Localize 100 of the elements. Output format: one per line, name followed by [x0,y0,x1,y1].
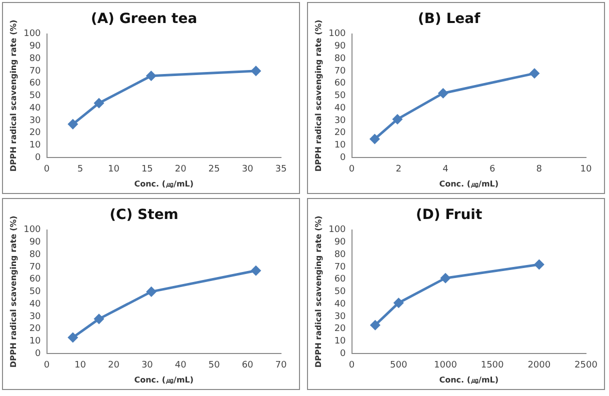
y-tick-label: 70 [29,66,42,76]
y-tick-label: 100 [24,225,42,236]
y-tick-label: 70 [334,262,346,272]
x-tick-label: 1500 [480,360,504,370]
y-tick-label: 10 [29,336,42,347]
y-tick-label: 20 [334,128,346,138]
y-tick-label: 30 [29,312,42,322]
y-tick-label: 50 [29,287,42,298]
x-tick-label: 5 [77,164,84,174]
y-tick-label: 30 [29,116,42,126]
y-tick-label: 60 [334,274,346,285]
y-tick-label: 80 [29,54,42,64]
y-tick-label: 10 [334,140,346,151]
x-tick-label: 4 [442,164,449,174]
y-tick-label: 90 [334,238,346,248]
point [440,273,450,283]
y-tick-label: 60 [334,78,346,89]
x-tick-label: 20 [174,164,187,174]
point [370,320,380,330]
x-tick-label: 25 [208,164,220,174]
y-tick-label: 70 [334,66,346,76]
x-tick-label: 2500 [574,360,598,370]
x-tick-label: 0 [44,164,50,174]
y-tick-label: 0 [35,152,42,163]
y-tick-label: 90 [29,42,42,52]
chart-title: (A) Green tea [90,11,198,28]
point [94,314,104,324]
y-tick-label: 30 [334,312,346,322]
y-tick-label: 20 [334,324,346,334]
x-tick-label: 20 [108,360,120,370]
y-tick-label: 50 [334,91,346,102]
y-tick-label: 80 [29,250,42,260]
point [370,134,380,144]
chart-title: (D) Fruit [416,207,482,224]
chart-title: (C) Stem [110,207,178,224]
y-axis-title: DPPH radical scavenging rate (%) [8,216,18,368]
point [146,71,156,81]
point [392,114,402,124]
y-tick-label: 0 [35,348,42,359]
y-axis-title: DPPH radical scavenging rate (%) [314,20,323,172]
x-tick-label: 70 [275,360,287,370]
x-tick-label: 10 [74,360,86,370]
y-axis-title: DPPH radical scavenging rate (%) [8,20,18,172]
x-tick-label: 500 [390,360,408,370]
point [438,88,448,98]
chart-title: (B) Leaf [418,11,482,28]
y-tick-label: 80 [334,250,346,260]
point [530,68,540,78]
y-tick-label: 40 [334,299,346,310]
x-tick-label: 30 [242,164,254,174]
x-tick-label: 50 [208,360,220,370]
y-tick-label: 30 [334,116,346,126]
x-tick-label: 30 [141,360,154,370]
x-axis-title: Conc. (㎍/mL) [134,375,194,384]
y-tick-label: 60 [29,78,42,89]
y-tick-label: 60 [29,274,42,285]
x-tick-label: 60 [242,360,254,370]
x-tick-label: 0 [348,164,355,174]
x-tick-label: 8 [536,164,542,174]
point [251,266,261,276]
x-tick-label: 15 [141,164,153,174]
y-tick-label: 40 [29,299,42,310]
y-tick-label: 0 [340,152,346,163]
y-tick-label: 70 [29,262,42,272]
x-tick-label: 40 [174,360,187,370]
y-tick-label: 20 [29,324,42,334]
x-axis-title: Conc. (㎍/mL) [439,375,499,384]
x-tick-label: 10 [108,164,120,174]
point [94,98,104,108]
point [394,298,404,308]
y-tick-label: 50 [334,287,346,298]
y-tick-label: 0 [340,348,346,359]
x-axis-title: Conc. (㎍/mL) [439,179,499,188]
x-tick-label: 2000 [528,360,551,370]
point [534,260,544,270]
x-axis-title: Conc. (㎍/mL) [134,179,194,188]
x-tick-label: 0 [348,360,355,370]
point [146,286,156,296]
y-tick-label: 100 [328,29,346,40]
y-tick-label: 40 [29,103,42,114]
x-tick-label: 2 [396,164,402,174]
y-tick-label: 10 [29,140,42,151]
y-axis-title: DPPH radical scavenging rate (%) [314,216,323,368]
x-tick-label: 35 [275,164,287,174]
x-tick-label: 10 [580,164,592,174]
y-tick-label: 50 [29,91,42,102]
point [251,66,261,76]
y-tick-label: 40 [334,103,346,114]
x-tick-label: 1000 [434,360,458,370]
y-tick-label: 90 [334,42,346,52]
y-tick-label: 90 [29,238,42,248]
y-tick-label: 20 [29,128,42,138]
point [68,332,78,342]
x-tick-label: 0 [44,360,50,370]
y-tick-label: 100 [24,29,42,40]
y-tick-label: 10 [334,336,346,347]
y-tick-label: 80 [334,54,346,64]
y-tick-label: 100 [328,225,346,236]
x-tick-label: 6 [489,164,496,174]
point [68,119,78,129]
